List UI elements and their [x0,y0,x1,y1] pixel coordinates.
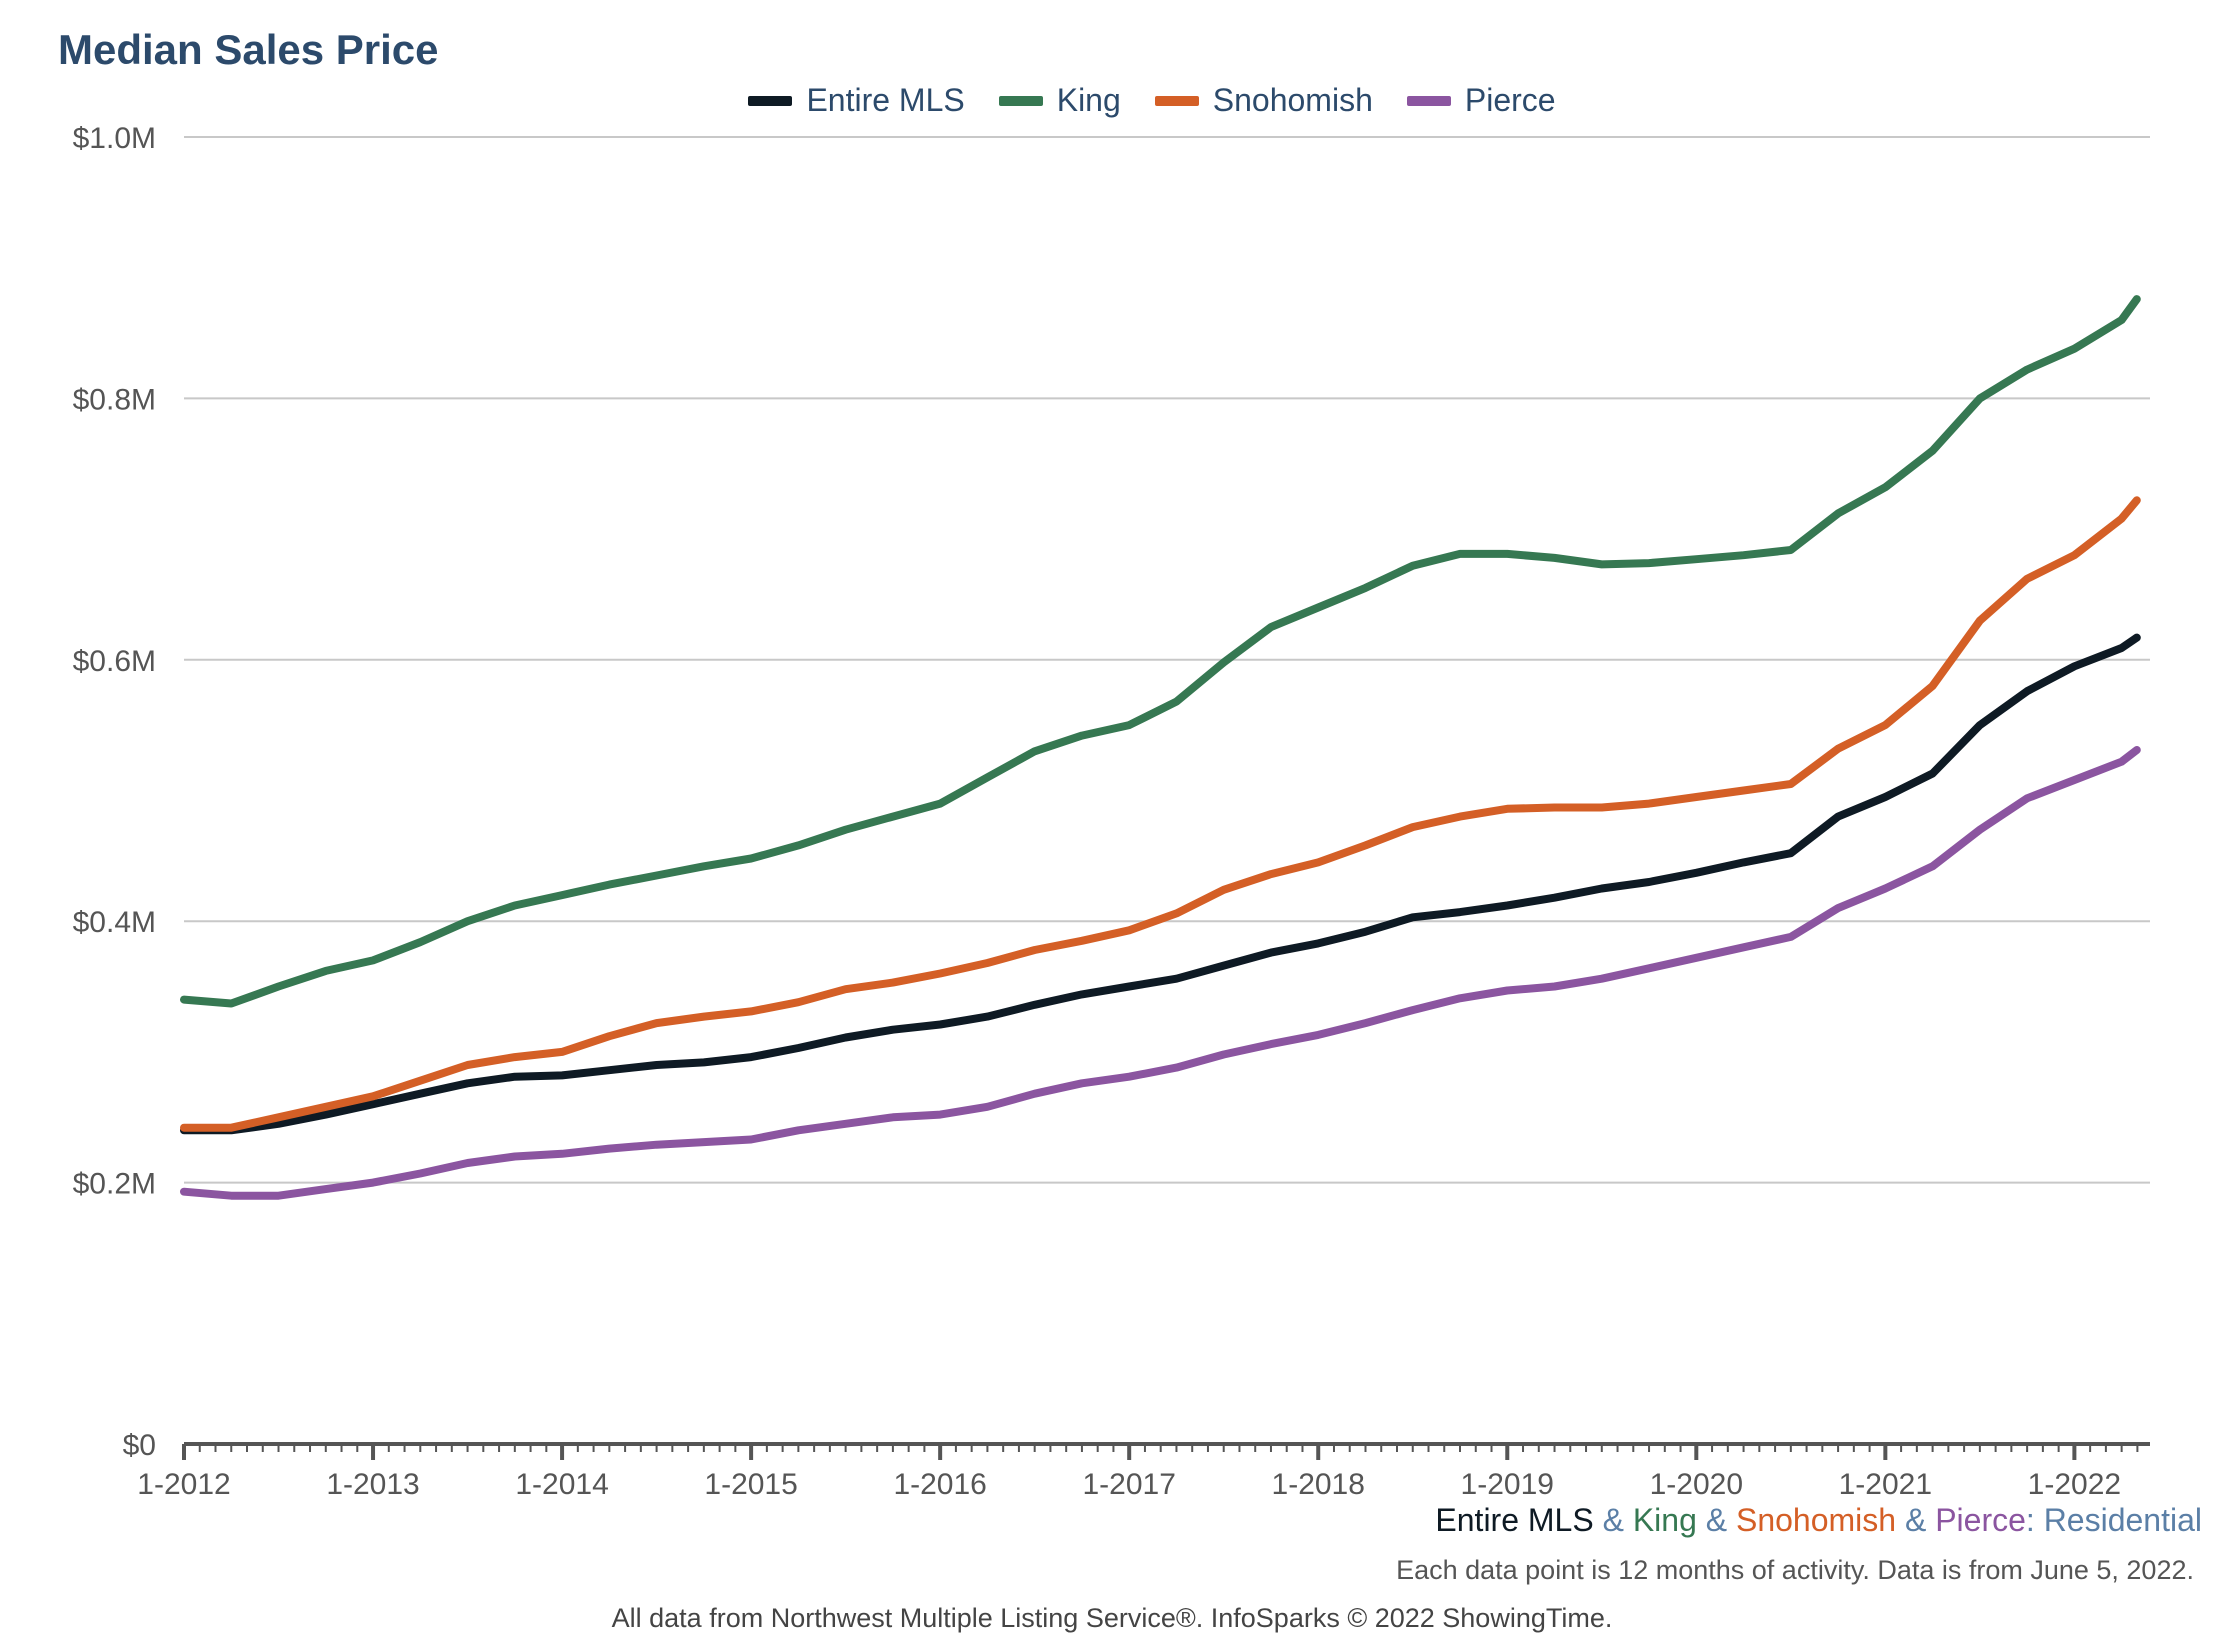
series-line-king [180,295,2141,1008]
caption-connector: & [1593,1502,1633,1538]
legend-label-king: King [1056,82,1121,118]
x-tick-label: 1-2015 [704,1468,797,1501]
series-line-pierce [180,746,2141,1200]
legend-swatch-king [998,95,1043,106]
legend-item-pierce[interactable]: Pierce [1406,82,1556,119]
caption-king: King [1632,1502,1697,1538]
series-line-snohomish [180,496,2141,1132]
data-credit: All data from Northwest Multiple Listing… [611,1603,1613,1633]
legend-label-pierce: Pierce [1464,82,1556,118]
chart-title: Median Sales Price [58,26,439,73]
legend-label-entire-mls: Entire MLS [806,82,965,118]
y-tick-label: $0.4M [73,906,156,939]
y-tick-label: $0.6M [73,645,156,678]
x-tick-label: 1-2014 [515,1468,608,1501]
y-axis-ticks: $0 $0.2M $0.4M $0.6M $0.8M $1.0M [73,122,156,1462]
series-lines [180,295,2141,1200]
x-tick-label: 1-2017 [1082,1468,1175,1501]
series-line-entire-mls [180,633,2141,1135]
gridlines [184,136,2150,1184]
data-note: Each data point is 12 months of activity… [1396,1555,2194,1585]
caption-residential: : Residential [2025,1502,2202,1538]
x-tick-label: 1-2013 [326,1468,419,1501]
legend-swatch-snohomish [1154,95,1199,106]
x-tick-label: 1-2018 [1272,1468,1365,1501]
legend-item-entire-mls[interactable]: Entire MLS [748,82,965,119]
legend: Entire MLS King Snohomish Pierce [0,82,2224,119]
x-tick-label: 1-2021 [1839,1468,1932,1501]
x-tick-label: 1-2012 [137,1468,230,1501]
caption-snohomish: Snohomish [1735,1502,1897,1538]
y-tick-label: $0.8M [73,383,156,416]
caption-connector: & [1896,1502,1936,1538]
x-tick-label: 1-2022 [2028,1468,2121,1501]
x-tick-label: 1-2020 [1650,1468,1743,1501]
legend-swatch-pierce [1406,95,1451,106]
x-tick-label: 1-2019 [1461,1468,1554,1501]
legend-label-snohomish: Snohomish [1212,82,1373,118]
series-caption: Entire MLS & King & Snohomish & Pierce: … [1435,1502,2202,1539]
legend-swatch-entire-mls [748,95,793,106]
x-axis: 1-2012 1-2013 1-2014 1-2015 1-2016 1-2017 1-20… [137,1442,2150,1501]
legend-item-snohomish[interactable]: Snohomish [1154,82,1373,119]
y-tick-label: $1.0M [73,122,156,155]
caption-entire-mls: Entire MLS [1435,1502,1594,1538]
y-tick-label: $0 [123,1429,156,1462]
caption-pierce: Pierce [1935,1502,2026,1538]
caption-connector: & [1696,1502,1736,1538]
y-tick-label: $0.2M [73,1168,156,1201]
x-tick-label: 1-2016 [893,1468,986,1501]
legend-item-king[interactable]: King [998,82,1121,119]
